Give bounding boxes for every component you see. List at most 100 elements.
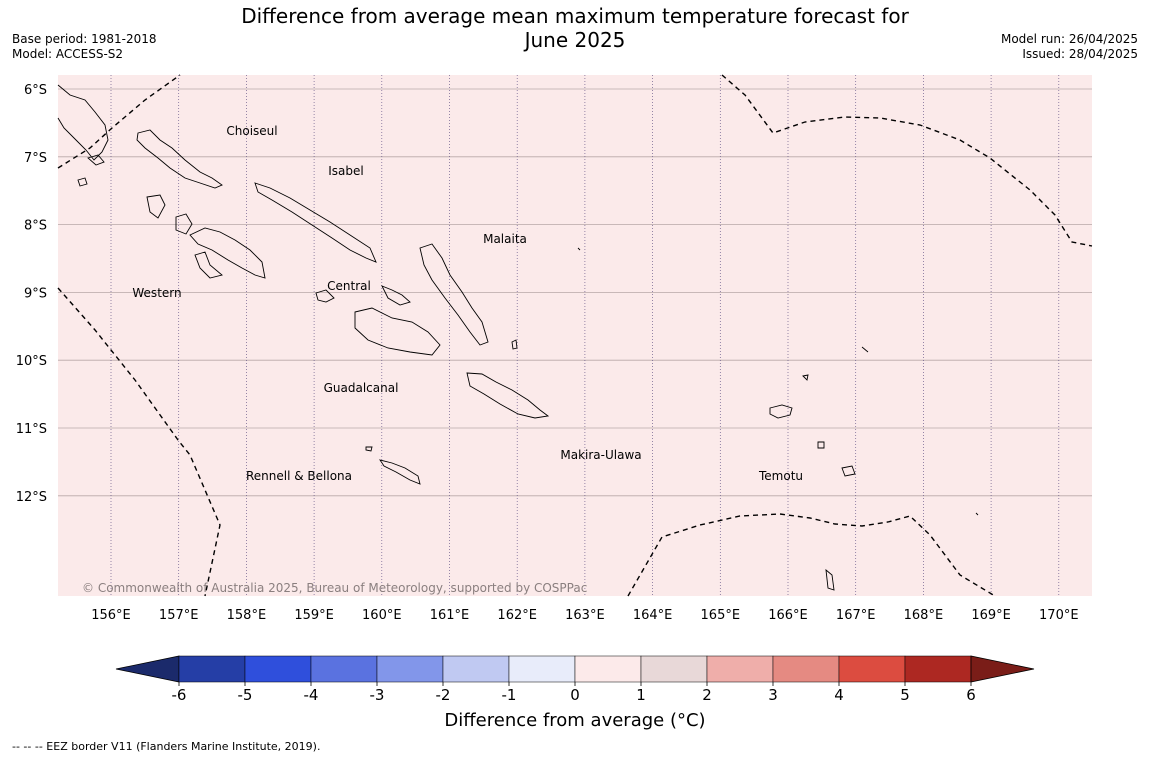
lon-label: 157°E bbox=[159, 608, 199, 623]
colorbar-segment bbox=[442, 655, 510, 683]
colorbar-segment bbox=[376, 655, 444, 683]
colorbar-segment bbox=[640, 655, 708, 683]
copyright-text: © Commonwealth of Australia 2025, Bureau… bbox=[82, 581, 587, 595]
colorbar-title: Difference from average (°C) bbox=[444, 710, 706, 731]
lon-label: 170°E bbox=[1039, 608, 1079, 623]
lat-label: 10°S bbox=[16, 354, 47, 369]
label-makira-ulawa: Makira-Ulawa bbox=[560, 448, 641, 462]
lon-label: 165°E bbox=[701, 608, 741, 623]
colorbar-segment bbox=[244, 655, 312, 683]
lat-label: 12°S bbox=[16, 490, 47, 505]
eez-border-south bbox=[627, 513, 996, 597]
colorbar-over-arrow bbox=[970, 655, 1035, 683]
colorbar-tick-label: -2 bbox=[436, 686, 451, 704]
island-tikopia bbox=[825, 568, 835, 591]
graticule bbox=[58, 75, 1092, 596]
colorbar-segment bbox=[310, 655, 378, 683]
eez-border-png bbox=[57, 74, 181, 169]
island-ndeni bbox=[769, 404, 793, 419]
lon-label: 168°E bbox=[904, 608, 944, 623]
latitude-labels: 6°S 7°S 8°S 9°S 10°S 11°S 12°S bbox=[16, 83, 47, 505]
meta-right: Model run: 26/04/2025 Issued: 28/04/2025 bbox=[1001, 32, 1138, 62]
lon-label: 158°E bbox=[227, 608, 267, 623]
label-temotu: Temotu bbox=[758, 469, 803, 483]
label-malaita: Malaita bbox=[483, 232, 527, 246]
eez-border-west bbox=[57, 287, 221, 597]
lat-label: 11°S bbox=[16, 422, 47, 437]
island-utupua bbox=[817, 441, 825, 449]
lat-label: 8°S bbox=[24, 219, 47, 234]
colorbar-tick-label: 3 bbox=[768, 686, 778, 704]
island-bellona bbox=[365, 446, 373, 452]
meta-left: Base period: 1981-2018 Model: ACCESS-S2 bbox=[12, 32, 157, 62]
issued-date: Issued: 28/04/2025 bbox=[1022, 47, 1138, 61]
colorbar-segment bbox=[706, 655, 774, 683]
island-ulawa bbox=[511, 339, 518, 350]
title-line-2: June 2025 bbox=[524, 28, 626, 52]
island-rendova bbox=[194, 251, 223, 279]
map-area bbox=[58, 75, 1092, 596]
model-run: Model run: 26/04/2025 bbox=[1000, 32, 1138, 46]
colorbar-tick-label: 2 bbox=[702, 686, 712, 704]
colorbar-tick-label: -5 bbox=[238, 686, 253, 704]
island-bougainville bbox=[57, 84, 109, 161]
longitude-labels: 156°E 157°E 158°E 159°E 160°E 161°E 162°E 163°E… bbox=[91, 608, 1078, 623]
label-choiseul: Choiseul bbox=[226, 124, 277, 138]
island-anuta bbox=[975, 512, 979, 516]
island-shortland bbox=[77, 177, 88, 187]
colorbar-segment bbox=[904, 655, 972, 683]
island-duff bbox=[861, 346, 869, 353]
colorbar-tick-label: 0 bbox=[570, 686, 580, 704]
lon-label: 162°E bbox=[497, 608, 537, 623]
colorbar-tick-label: 6 bbox=[966, 686, 976, 704]
colorbar-tick-label: 1 bbox=[636, 686, 646, 704]
colorbar-tick-label: 4 bbox=[834, 686, 844, 704]
title-line-1: Difference from average mean maximum tem… bbox=[241, 4, 909, 28]
model-name: Model: ACCESS-S2 bbox=[12, 47, 124, 61]
lat-label: 9°S bbox=[24, 286, 47, 301]
island-kolombangara bbox=[175, 213, 193, 235]
island-florida bbox=[381, 285, 411, 306]
label-rennell-bellona: Rennell & Bellona bbox=[246, 469, 352, 483]
colorbar-tick-label: -4 bbox=[304, 686, 319, 704]
lat-label: 7°S bbox=[24, 151, 47, 166]
island-new-georgia bbox=[189, 227, 266, 279]
base-period: Base period: 1981-2018 bbox=[12, 32, 157, 46]
lon-label: 163°E bbox=[565, 608, 605, 623]
island-malaita bbox=[419, 243, 489, 346]
island-makira bbox=[466, 372, 550, 419]
label-guadalcanal: Guadalcanal bbox=[324, 381, 399, 395]
island-sikaiana bbox=[577, 247, 581, 251]
lon-label: 166°E bbox=[768, 608, 808, 623]
island-small-png bbox=[87, 154, 105, 166]
province-labels: Choiseul Isabel Malaita Western Central … bbox=[132, 124, 803, 483]
label-isabel: Isabel bbox=[328, 164, 363, 178]
lon-label: 164°E bbox=[633, 608, 673, 623]
island-vanikoro bbox=[841, 465, 856, 477]
island-reef-islands bbox=[802, 374, 809, 381]
colorbar-tick-label: 5 bbox=[900, 686, 910, 704]
lon-label: 160°E bbox=[362, 608, 402, 623]
lon-label: 161°E bbox=[430, 608, 470, 623]
lon-label: 167°E bbox=[836, 608, 876, 623]
lat-label: 6°S bbox=[24, 83, 47, 98]
island-rennell bbox=[378, 459, 421, 485]
colorbar-segment bbox=[508, 655, 576, 683]
colorbar-segment bbox=[574, 655, 642, 683]
island-vella-lavella bbox=[146, 194, 166, 219]
lon-label: 169°E bbox=[971, 608, 1011, 623]
map-title: Difference from average mean maximum tem… bbox=[0, 4, 1150, 52]
eez-footnote: -- -- -- EEZ border V11 (Flanders Marine… bbox=[12, 740, 321, 753]
lon-label: 159°E bbox=[294, 608, 334, 623]
eez-borders bbox=[57, 74, 1093, 597]
colorbar-segment bbox=[838, 655, 906, 683]
island-choiseul bbox=[136, 129, 223, 189]
islands bbox=[57, 84, 979, 591]
colorbar-tick-label: -1 bbox=[502, 686, 517, 704]
colorbar-under-arrow bbox=[115, 655, 180, 683]
colorbar-tick-label: -6 bbox=[172, 686, 187, 704]
label-central: Central bbox=[327, 279, 371, 293]
colorbar-segment bbox=[178, 655, 246, 683]
colorbar-tick-label: -3 bbox=[370, 686, 385, 704]
